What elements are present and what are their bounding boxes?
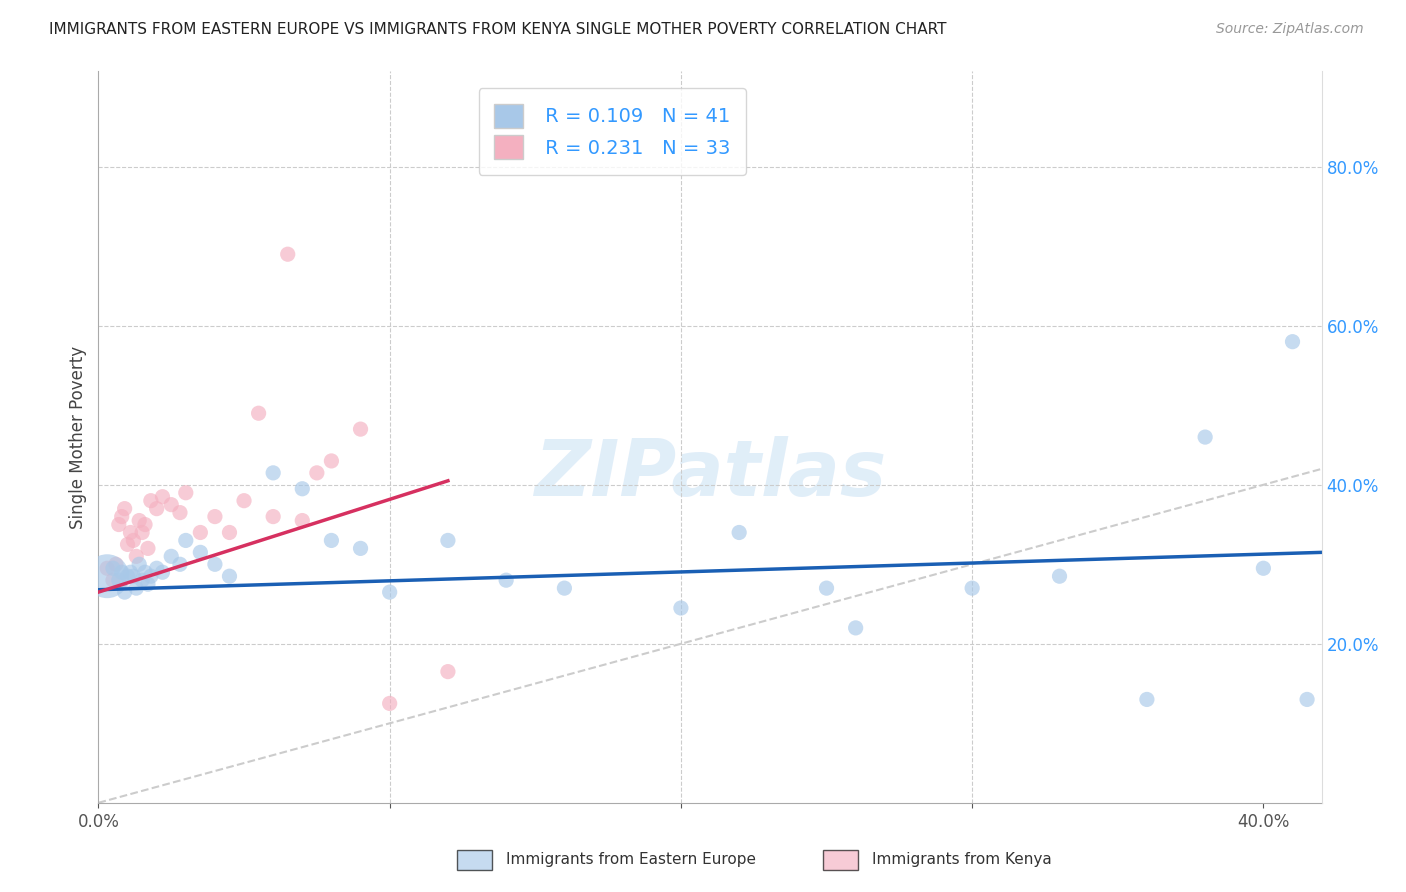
Point [160,549,183,564]
Point [136,541,159,556]
Point [131,525,153,540]
Point [188,545,212,559]
Text: Source: ZipAtlas.com: Source: ZipAtlas.com [1216,22,1364,37]
Point [218,569,240,583]
Point [139,493,162,508]
Point [321,533,343,548]
Point [114,501,136,516]
Point [204,509,226,524]
Text: Immigrants from Kenya: Immigrants from Kenya [872,853,1052,867]
Point [104,558,127,572]
Point [128,514,150,528]
Point [96,569,118,583]
Point [108,573,131,587]
Point [437,533,460,548]
Point [728,525,751,540]
Point [174,485,197,500]
Point [553,581,575,595]
Point [120,525,142,540]
Point [122,533,145,548]
Point [117,537,139,551]
Point [378,697,401,711]
Point [960,581,983,595]
Point [169,506,191,520]
Point [152,490,174,504]
Point [845,621,868,635]
Text: Immigrants from Eastern Europe: Immigrants from Eastern Europe [506,853,756,867]
Point [262,466,284,480]
Point [321,454,343,468]
Point [291,482,314,496]
Point [669,601,692,615]
Point [111,509,134,524]
Point [145,561,167,575]
Point [815,581,838,595]
Point [1049,569,1071,583]
Point [139,569,162,583]
Point [101,573,124,587]
Point [111,566,134,580]
Point [378,585,401,599]
Point [117,569,139,583]
Point [136,577,159,591]
Point [96,561,118,575]
Point [1194,430,1216,444]
Point [262,509,284,524]
Point [349,541,371,556]
Point [437,665,460,679]
Point [122,569,145,583]
Point [188,525,212,540]
Point [174,533,197,548]
Point [1296,692,1319,706]
Point [160,498,183,512]
Point [145,501,167,516]
Point [218,525,240,540]
Legend:  R = 0.109   N = 41,  R = 0.231   N = 33: R = 0.109 N = 41, R = 0.231 N = 33 [478,88,745,175]
Point [152,566,174,580]
Point [247,406,270,420]
Point [1281,334,1303,349]
Point [349,422,371,436]
Point [134,566,156,580]
Text: ZIPatlas: ZIPatlas [534,435,886,512]
Point [277,247,299,261]
Point [233,493,256,508]
Point [305,466,328,480]
Point [1253,561,1275,575]
Point [134,517,156,532]
Point [128,558,150,572]
Point [495,573,517,587]
Point [169,558,191,572]
Point [114,585,136,599]
Point [291,514,314,528]
Point [101,561,124,575]
Point [120,566,142,580]
Point [1136,692,1159,706]
Point [204,558,226,572]
Text: IMMIGRANTS FROM EASTERN EUROPE VS IMMIGRANTS FROM KENYA SINGLE MOTHER POVERTY CO: IMMIGRANTS FROM EASTERN EUROPE VS IMMIGR… [49,22,946,37]
Point [125,581,148,595]
Point [131,573,153,587]
Point [125,549,148,564]
Y-axis label: Single Mother Poverty: Single Mother Poverty [69,345,87,529]
Point [108,517,131,532]
